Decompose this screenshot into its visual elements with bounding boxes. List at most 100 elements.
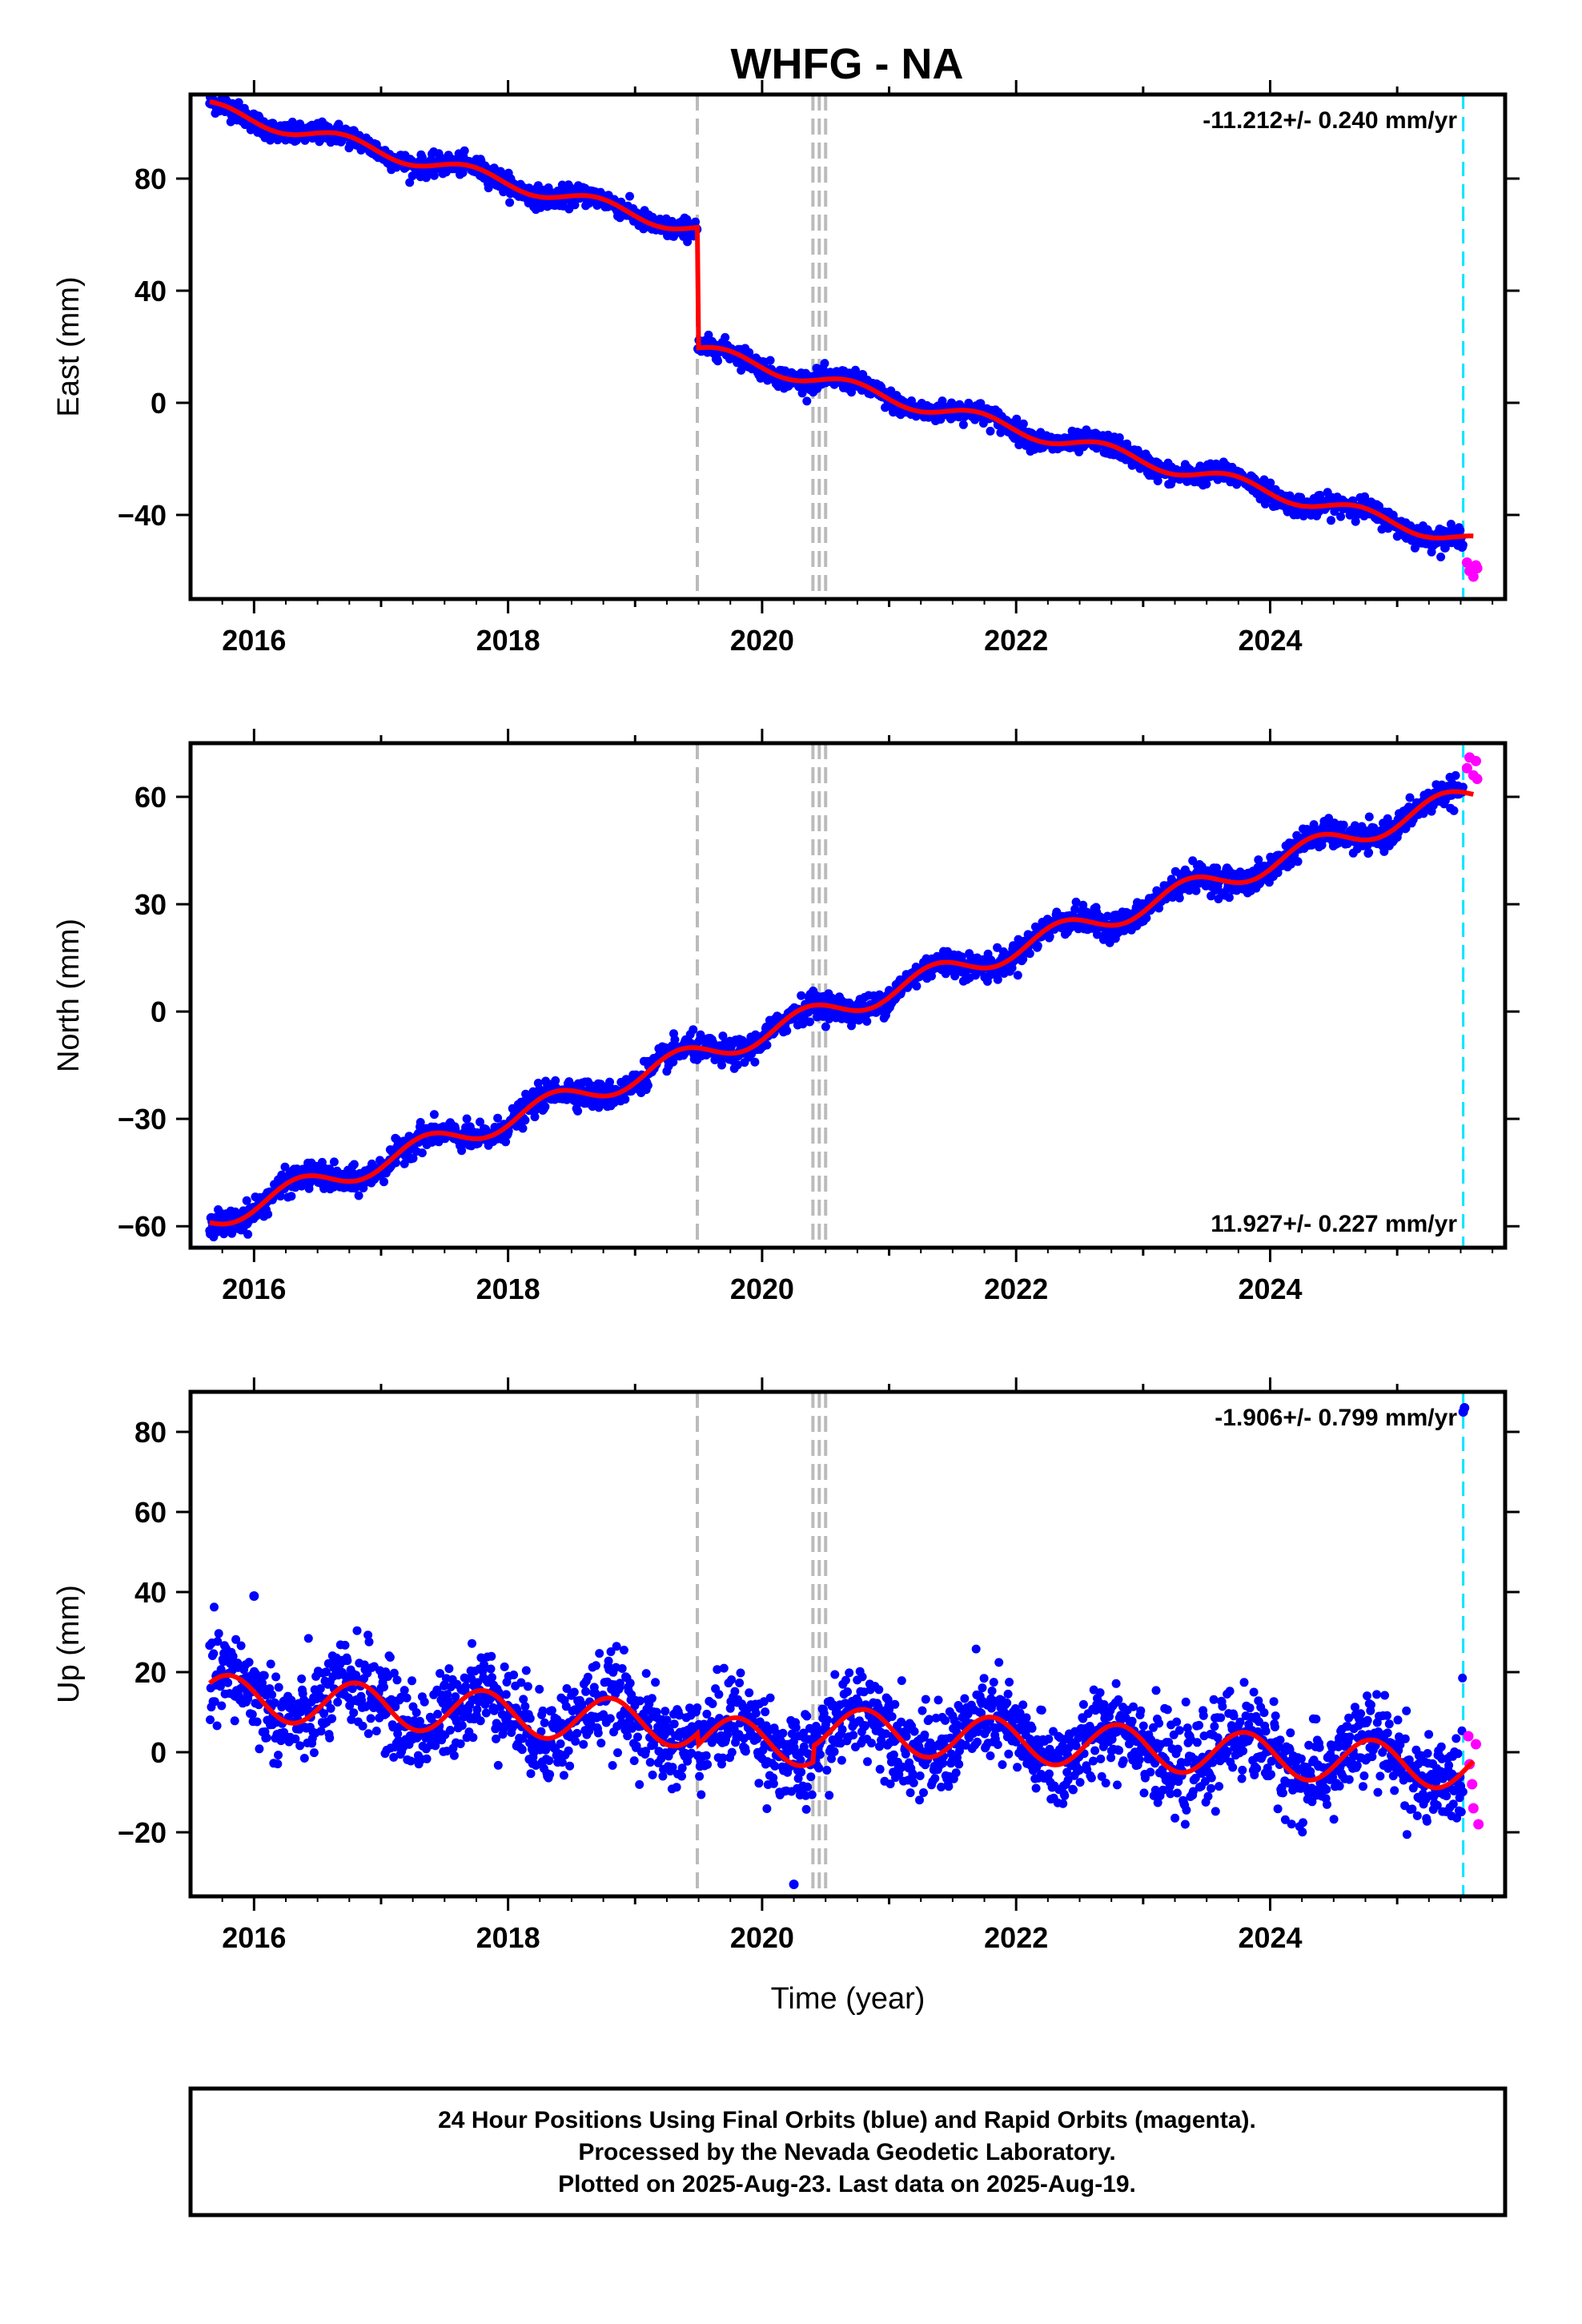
final-orbit-point bbox=[1451, 770, 1460, 780]
final-orbit-point bbox=[379, 1683, 388, 1692]
x-tick-label: 2018 bbox=[476, 624, 540, 657]
plot-area bbox=[205, 94, 1483, 599]
final-orbit-point bbox=[1266, 478, 1275, 488]
final-orbit-point bbox=[366, 1714, 375, 1723]
final-orbit-point bbox=[1360, 492, 1370, 501]
plot-area bbox=[205, 743, 1483, 1248]
plot-area bbox=[205, 1392, 1484, 1896]
final-orbit-point bbox=[1351, 517, 1360, 526]
x-tick-label: 2024 bbox=[1238, 624, 1302, 657]
final-orbit-point bbox=[797, 991, 806, 1000]
final-orbit-point bbox=[457, 1146, 467, 1156]
rapid-orbit-point bbox=[1461, 557, 1472, 568]
final-orbit-point bbox=[1202, 480, 1211, 489]
final-orbit-point bbox=[798, 1019, 808, 1029]
final-orbit-point bbox=[1456, 525, 1465, 535]
final-orbit-point bbox=[1033, 941, 1042, 951]
final-orbit-point bbox=[429, 171, 439, 180]
x-tick-label: 2020 bbox=[730, 624, 794, 657]
final-orbit-point bbox=[820, 359, 829, 368]
final-orbit-point bbox=[573, 1106, 583, 1116]
final-orbit-point bbox=[821, 1022, 830, 1031]
x-tick-label: 2024 bbox=[1238, 1273, 1302, 1305]
x-tick-label: 2018 bbox=[476, 1273, 540, 1305]
final-orbit-point bbox=[718, 1031, 728, 1041]
final-orbit-point bbox=[1336, 512, 1346, 521]
final-orbit-point bbox=[444, 1664, 454, 1674]
final-orbit-point bbox=[1449, 806, 1459, 815]
final-orbit-point bbox=[505, 198, 515, 207]
rapid-orbit-point bbox=[1471, 755, 1482, 766]
final-orbit-point bbox=[315, 1684, 325, 1694]
final-orbit-point bbox=[358, 1721, 367, 1731]
final-orbit-point bbox=[721, 332, 730, 342]
final-orbit-point bbox=[271, 1672, 281, 1682]
final-orbit-point bbox=[405, 178, 415, 187]
model-fit-line bbox=[209, 99, 1474, 541]
final-orbit-point bbox=[422, 1754, 432, 1763]
final-orbit-point bbox=[263, 1209, 273, 1219]
final-orbit-point bbox=[392, 1675, 402, 1685]
final-orbit-point bbox=[287, 1192, 296, 1201]
final-orbit-point bbox=[1436, 553, 1446, 561]
final-orbit-point bbox=[912, 981, 921, 991]
final-orbit-point bbox=[620, 1095, 630, 1104]
final-orbit-point bbox=[765, 356, 775, 365]
final-orbit-point bbox=[210, 1602, 219, 1612]
final-orbit-point bbox=[400, 1686, 409, 1695]
final-orbit-point bbox=[1114, 433, 1124, 442]
final-orbit-point bbox=[493, 1113, 503, 1123]
final-orbit-point bbox=[252, 1717, 262, 1727]
final-orbit-point bbox=[669, 1057, 678, 1067]
final-orbit-point bbox=[501, 1137, 511, 1147]
final-orbit-point bbox=[349, 1708, 359, 1718]
final-orbit-point bbox=[309, 1748, 319, 1758]
x-tick-label: 2020 bbox=[730, 1273, 794, 1305]
final-orbit-point bbox=[299, 1754, 309, 1763]
x-tick-label: 2016 bbox=[222, 1273, 286, 1305]
final-orbit-point bbox=[325, 1733, 335, 1743]
final-orbit-point bbox=[782, 1026, 792, 1035]
final-orbit-point bbox=[274, 1683, 283, 1692]
final-orbit-point bbox=[1339, 820, 1348, 830]
final-orbit-point bbox=[420, 1697, 429, 1707]
final-orbit-point bbox=[212, 1721, 222, 1731]
final-orbit-point bbox=[993, 975, 1002, 984]
y-tick-label: −40 bbox=[118, 499, 167, 532]
y-axis-label: North (mm) bbox=[52, 919, 86, 1072]
final-orbit-point bbox=[214, 1629, 223, 1638]
final-orbit-point bbox=[1018, 419, 1028, 428]
x-tick-label: 2022 bbox=[984, 1273, 1048, 1305]
final-orbit-point bbox=[354, 1191, 363, 1200]
final-orbit-point bbox=[327, 1714, 337, 1723]
velocity-rate-label: 11.927+/- 0.227 mm/yr bbox=[1211, 1211, 1457, 1237]
final-orbit-point bbox=[408, 1676, 416, 1686]
final-orbit-point bbox=[462, 1114, 472, 1124]
final-orbit-point bbox=[433, 1710, 443, 1719]
final-orbit-point bbox=[262, 1733, 271, 1743]
final-orbit-point bbox=[223, 1678, 233, 1687]
final-orbit-point bbox=[862, 1016, 872, 1026]
final-orbit-point bbox=[1013, 971, 1022, 980]
final-orbit-point bbox=[1293, 857, 1303, 866]
final-orbit-point bbox=[379, 1177, 388, 1187]
final-orbit-point bbox=[551, 1076, 560, 1085]
final-orbit-point bbox=[540, 1102, 550, 1112]
final-orbit-point bbox=[1364, 812, 1374, 822]
final-orbit-point bbox=[334, 119, 343, 129]
final-orbit-point bbox=[267, 1690, 277, 1699]
rapid-orbit-points bbox=[1461, 557, 1483, 582]
rapid-orbit-point bbox=[1472, 774, 1483, 785]
final-orbit-point bbox=[236, 1641, 246, 1651]
final-orbit-point bbox=[326, 1703, 335, 1713]
final-orbit-point bbox=[209, 1649, 219, 1659]
final-orbit-point bbox=[1364, 848, 1374, 858]
velocity-rate-label: -11.212+/- 0.240 mm/yr bbox=[1203, 107, 1457, 134]
final-orbit-point bbox=[745, 348, 754, 357]
y-tick-label: 0 bbox=[151, 387, 167, 420]
final-orbit-point bbox=[230, 1716, 239, 1726]
final-orbit-point bbox=[958, 420, 968, 429]
final-orbit-point bbox=[1025, 949, 1034, 959]
